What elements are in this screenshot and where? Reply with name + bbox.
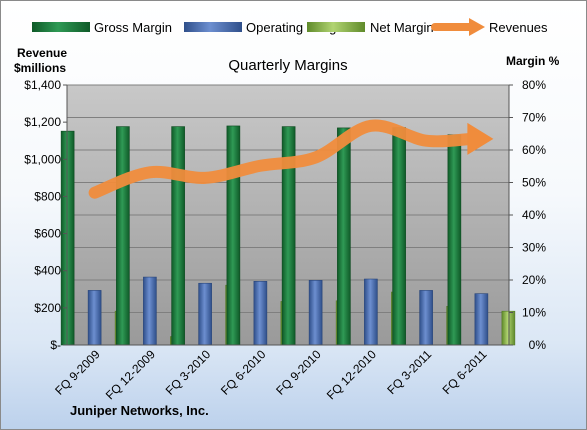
bar-operating-margin xyxy=(253,280,268,346)
revenues-arrowhead xyxy=(467,122,494,155)
bar-operating-margin xyxy=(419,290,433,346)
bar-gross-margin xyxy=(447,134,462,346)
revenues-line xyxy=(88,119,478,199)
legend-label-net-margin: Net Margin xyxy=(370,20,434,35)
x-tick-label: FQ 12-2009 xyxy=(103,347,158,402)
left-tick-label: $1,200 xyxy=(24,115,61,129)
bar-gross-margin xyxy=(116,126,130,346)
left-tick-label: $200 xyxy=(34,301,61,315)
left-tick-label: $- xyxy=(50,338,61,352)
x-tick-label: FQ 12-2010 xyxy=(324,347,379,402)
legend-item-net-margin: Net Margin xyxy=(307,20,434,35)
left-axis-title-line1: Revenue xyxy=(17,46,67,60)
left-tick-label: $600 xyxy=(34,227,61,241)
left-tick-label: $800 xyxy=(34,189,61,203)
bar-gross-margin xyxy=(392,127,406,346)
x-tick-label: FQ 3-2010 xyxy=(163,347,214,398)
bar-gross-margin xyxy=(171,126,185,346)
legend-item-revenues: Revenues xyxy=(431,18,548,36)
bar-net-margin xyxy=(501,310,516,346)
left-tick-label: $400 xyxy=(34,264,61,278)
left-tick-label: $1,400 xyxy=(24,78,61,92)
bar-operating-margin xyxy=(143,276,157,346)
legend-swatch-net-margin xyxy=(307,22,365,32)
legend-swatch-gross-margin xyxy=(32,22,90,32)
left-tick-label: $1,000 xyxy=(24,152,61,166)
x-tick-label: FQ 3-2011 xyxy=(384,347,434,397)
right-tick-label: 0% xyxy=(529,338,547,352)
legend: Gross Margin Operating Margin Net Margin… xyxy=(32,18,548,36)
chart-title: Quarterly Margins xyxy=(228,57,347,74)
bar-operating-margin xyxy=(87,290,102,346)
left-axis-title-line2: $millions xyxy=(14,61,66,75)
right-tick-label: 80% xyxy=(522,78,546,92)
x-axis-ticks: FQ 9-2009 FQ 12-2009 FQ 3-2010 FQ 6-2010 FQ … xyxy=(52,347,489,402)
bar-gross-margin xyxy=(60,130,75,346)
right-tick-label: 60% xyxy=(522,143,546,157)
right-axis-title: Margin % xyxy=(506,54,560,68)
bar-gross-margin xyxy=(226,125,241,346)
bar-operating-margin xyxy=(198,282,212,346)
left-axis-ticks: $- $200 $400 $600 $800 $1,000 $1,200 $1,400 xyxy=(24,78,67,352)
bar-operating-margin xyxy=(474,293,489,346)
legend-arrowhead-revenues xyxy=(469,18,485,36)
bars xyxy=(60,125,516,346)
x-tick-label: FQ 6-2011 xyxy=(440,347,490,397)
right-tick-label: 70% xyxy=(522,111,546,125)
legend-swatch-operating-margin xyxy=(184,22,242,32)
bar-operating-margin xyxy=(308,280,323,346)
legend-item-gross-margin: Gross Margin xyxy=(32,20,172,35)
x-tick-label: FQ 6-2010 xyxy=(218,347,269,398)
right-tick-label: 40% xyxy=(522,208,546,222)
right-axis-ticks: 0% 10% 20% 30% 40% 50% 60% 70% 80% xyxy=(509,78,546,352)
right-tick-label: 20% xyxy=(522,273,546,287)
right-tick-label: 10% xyxy=(522,306,546,320)
right-tick-label: 30% xyxy=(522,241,546,255)
company-footer: Juniper Networks, Inc. xyxy=(70,403,209,418)
bar-gross-margin xyxy=(337,127,351,346)
legend-label-revenues: Revenues xyxy=(489,20,548,35)
legend-label-gross-margin: Gross Margin xyxy=(94,20,172,35)
revenue-line xyxy=(88,119,494,199)
x-tick-label: FQ 9-2010 xyxy=(273,347,324,398)
right-tick-label: 50% xyxy=(522,176,546,190)
bar-operating-margin xyxy=(364,278,378,346)
x-tick-label: FQ 9-2009 xyxy=(52,347,103,398)
